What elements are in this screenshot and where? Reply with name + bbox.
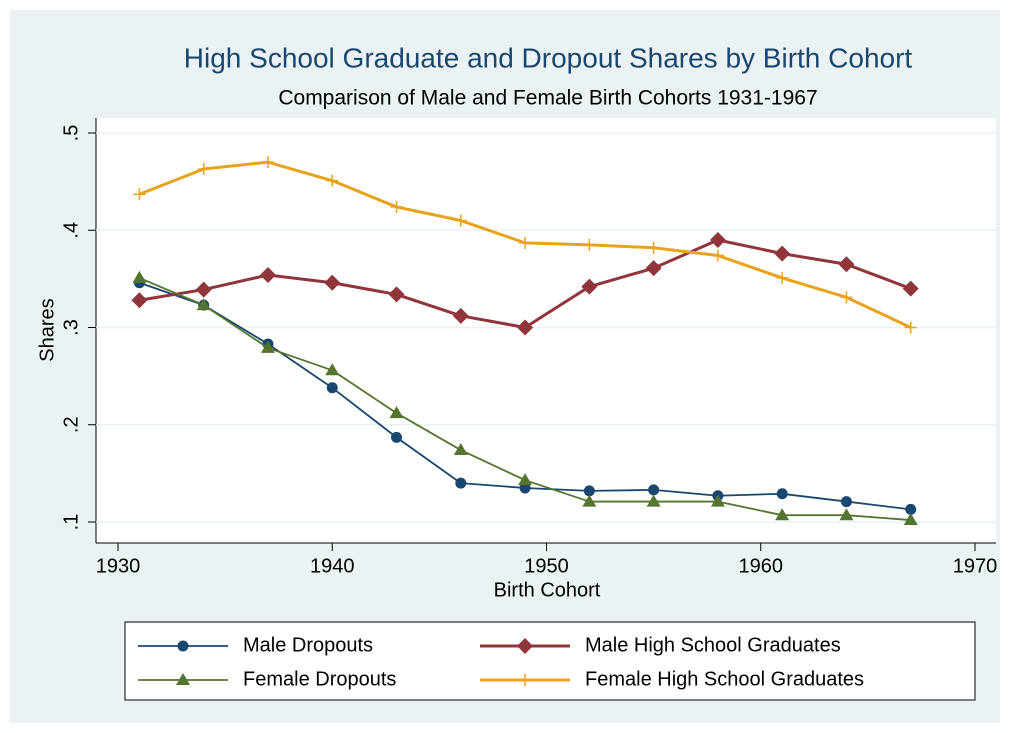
marker [518, 473, 533, 486]
plot-area [96, 118, 996, 543]
legend-label: Male High School Graduates [585, 634, 841, 656]
legend-marker [177, 640, 189, 652]
marker [324, 274, 341, 291]
x-tick-label: 1930 [96, 555, 141, 577]
marker [648, 484, 660, 496]
marker [519, 482, 531, 494]
marker [325, 363, 340, 376]
marker [903, 513, 918, 526]
legend-marker [519, 674, 531, 686]
y-tick-label: .3 [60, 319, 82, 336]
marker [260, 340, 275, 353]
marker [581, 278, 598, 295]
marker [647, 241, 660, 254]
marker [259, 266, 276, 283]
marker [840, 496, 852, 508]
marker [710, 494, 725, 507]
marker [131, 292, 148, 309]
x-tick-label: 1970 [953, 555, 998, 577]
y-tick-label: .5 [60, 125, 82, 142]
x-tick-label: 1960 [739, 555, 784, 577]
y-axis-title: Shares [36, 298, 58, 361]
marker [517, 319, 534, 336]
marker [840, 291, 853, 304]
marker [839, 508, 854, 521]
marker [326, 382, 338, 394]
marker [197, 162, 210, 175]
y-tick-label: .4 [60, 222, 82, 239]
chart-subtitle: Comparison of Male and Female Birth Coho… [278, 87, 817, 110]
marker [582, 494, 597, 507]
x-tick-label: 1940 [310, 555, 355, 577]
marker [133, 188, 146, 201]
chart-title: High School Graduate and Dropout Shares … [184, 42, 913, 73]
marker [195, 281, 212, 298]
marker [583, 238, 596, 251]
marker [196, 298, 211, 311]
marker [388, 286, 405, 303]
legend-marker [176, 673, 190, 685]
marker [774, 245, 791, 262]
marker [453, 443, 468, 456]
marker [775, 508, 790, 521]
legend-label: Female High School Graduates [585, 668, 864, 690]
marker [389, 406, 404, 419]
marker [776, 271, 789, 284]
marker [390, 200, 403, 213]
marker [902, 280, 919, 297]
marker [454, 214, 467, 227]
marker [391, 431, 403, 443]
legend-label: Female Dropouts [243, 668, 396, 690]
legend-label: Male Dropouts [243, 634, 373, 656]
marker [904, 321, 917, 334]
marker [455, 477, 467, 489]
marker [646, 494, 661, 507]
marker [132, 270, 147, 283]
marker [519, 236, 532, 249]
marker [776, 488, 788, 500]
marker [711, 249, 724, 262]
marker [838, 256, 855, 273]
y-tick-label: .2 [60, 416, 82, 433]
x-tick-label: 1950 [524, 555, 569, 577]
marker [326, 174, 339, 187]
marker [905, 503, 917, 515]
legend-marker [517, 638, 533, 654]
marker [709, 231, 726, 248]
legend [124, 621, 976, 701]
marker [583, 485, 595, 497]
x-axis-title: Birth Cohort [494, 579, 601, 601]
y-tick-label: .1 [60, 514, 82, 531]
marker [261, 156, 274, 169]
marker [452, 307, 469, 324]
marker [645, 260, 662, 277]
